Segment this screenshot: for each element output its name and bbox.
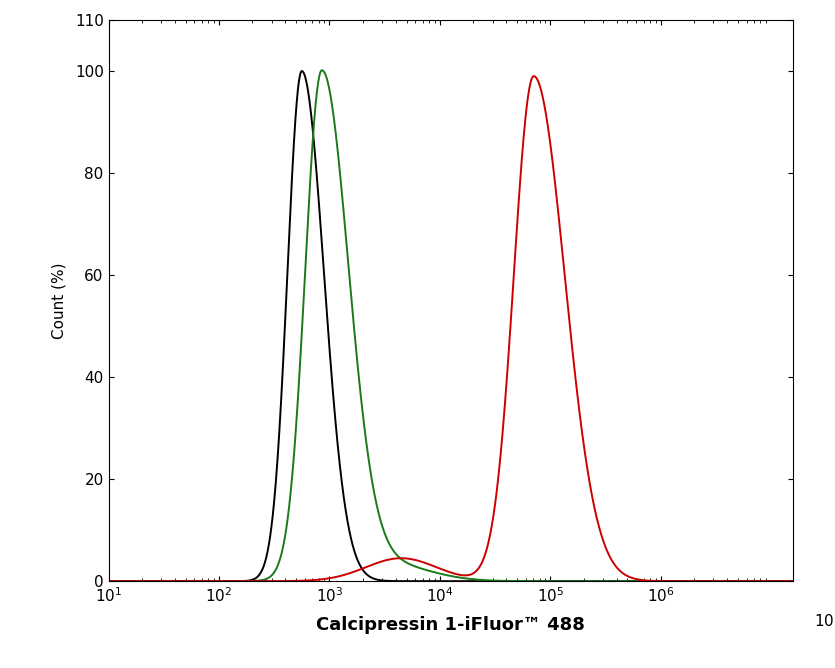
Y-axis label: Count (%): Count (%) [52,263,67,339]
Text: $10^{7.2}$: $10^{7.2}$ [814,612,835,631]
X-axis label: Calcipressin 1-iFluor™ 488: Calcipressin 1-iFluor™ 488 [316,616,585,634]
